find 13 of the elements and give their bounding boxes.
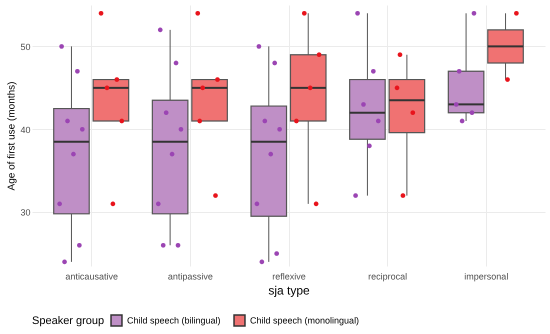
- x-axis-title: sja type: [268, 284, 310, 298]
- y-tick-label: 50: [20, 42, 30, 52]
- x-tick-label: impersonal: [464, 272, 508, 282]
- y-axis-title: Age of first use (months): [6, 82, 18, 190]
- legend-title: Speaker group: [32, 315, 104, 327]
- x-tick-label: reciprocal: [368, 272, 408, 282]
- y-tick-label: 30: [20, 208, 30, 218]
- y-tick-label: 40: [20, 124, 30, 135]
- x-tick-label: anticausative: [65, 272, 118, 282]
- legend-label: Child speech (monolingual): [250, 316, 360, 326]
- x-tick-label: antipassive: [168, 272, 213, 282]
- x-tick-label: reflexive: [272, 272, 306, 282]
- legend-label: Child speech (bilingual): [127, 316, 221, 326]
